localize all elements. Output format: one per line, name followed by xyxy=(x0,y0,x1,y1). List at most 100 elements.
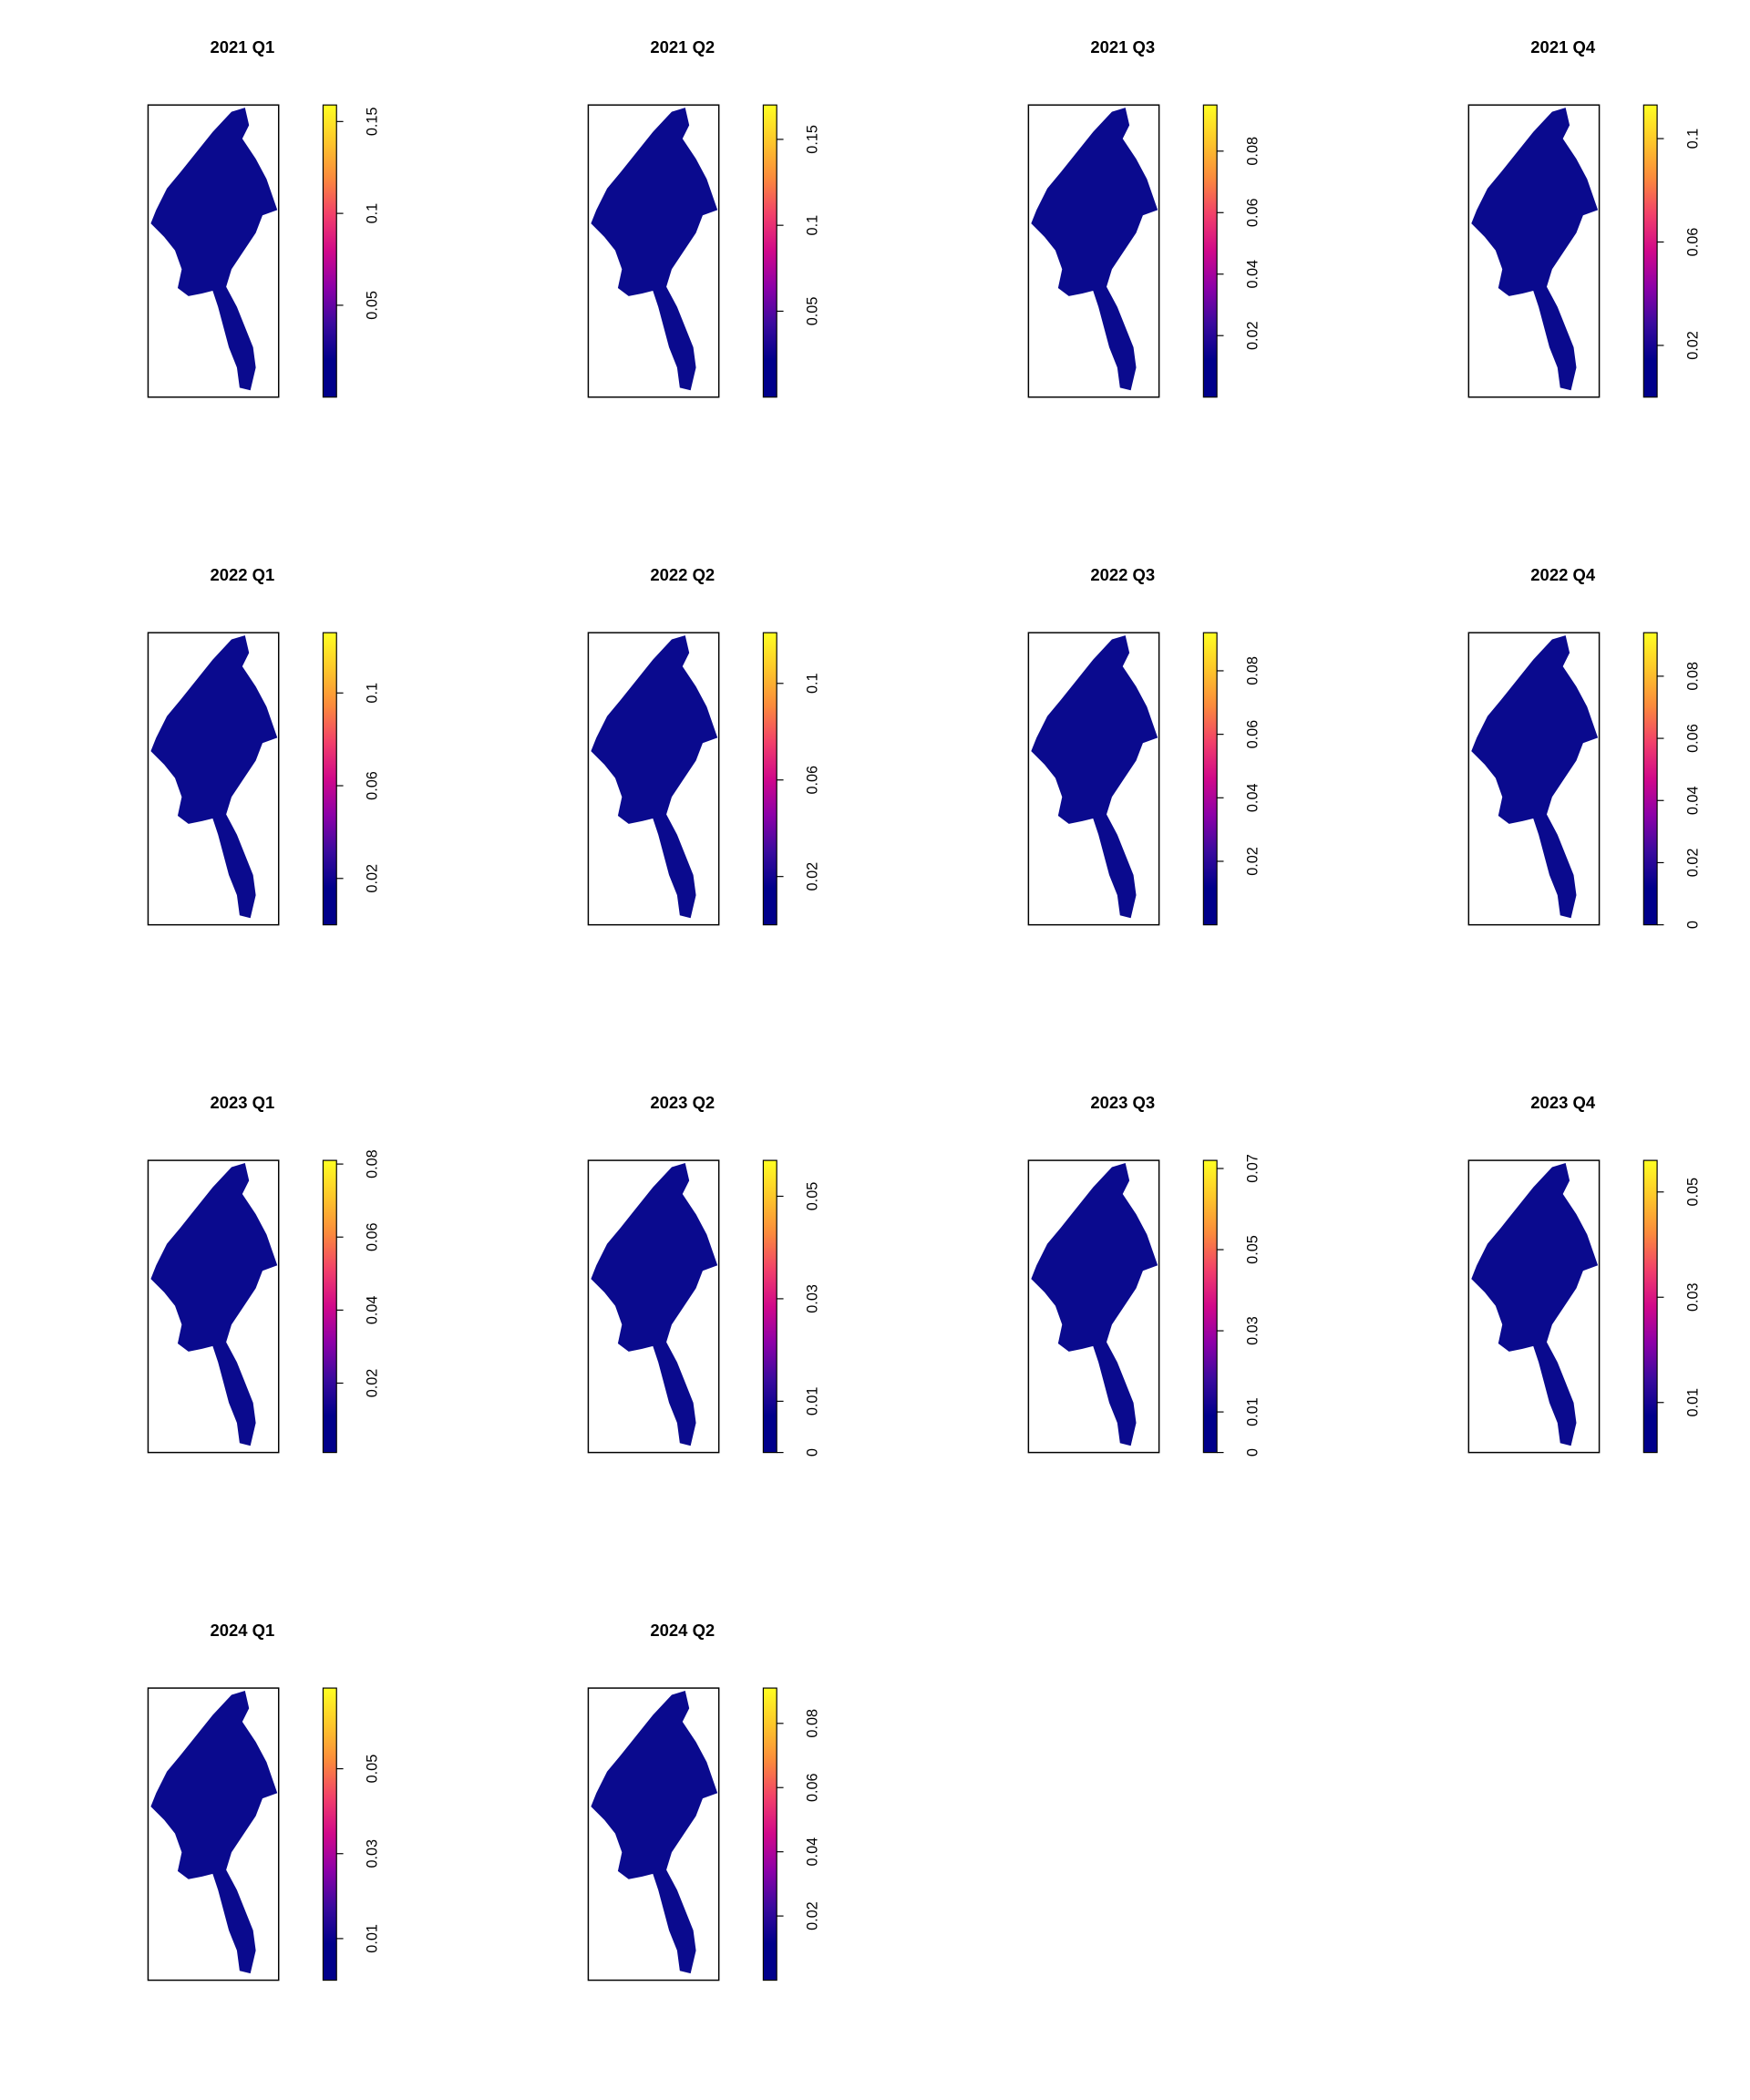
panel: 2023 Q4 0.01 0.03 0.05 xyxy=(1467,1093,1701,1454)
colorbar xyxy=(762,1687,777,1982)
colorbar xyxy=(322,632,337,926)
tick-label: 0.06 xyxy=(1684,724,1701,753)
colorbar xyxy=(762,632,777,926)
tick-label: 0.01 xyxy=(364,1924,380,1953)
tick-label: 0.02 xyxy=(364,864,380,893)
tick-label: 0.04 xyxy=(1244,260,1261,289)
map-shape xyxy=(591,1691,718,1974)
tick-label: 0.1 xyxy=(1684,129,1701,149)
tick-label: 0.1 xyxy=(364,683,380,704)
panel: 2023 Q3 0 0.01 0.03 0.05 0.07 xyxy=(1027,1093,1261,1457)
tick-label: 0.02 xyxy=(804,1901,820,1930)
panel-title: 2021 Q4 xyxy=(1530,37,1596,57)
map-shape xyxy=(1471,108,1599,391)
colorbar xyxy=(1642,1159,1658,1454)
map-shape xyxy=(591,108,718,391)
map-frame xyxy=(1027,632,1160,926)
map xyxy=(1027,104,1160,398)
tick-label: 0.03 xyxy=(1244,1316,1261,1345)
map xyxy=(1467,104,1601,398)
map-shape xyxy=(1031,108,1158,391)
map-shape xyxy=(591,635,718,919)
panel: 2021 Q4 0.02 0.06 0.1 xyxy=(1467,37,1701,398)
map-frame xyxy=(587,632,720,926)
panel-title: 2023 Q3 xyxy=(1090,1093,1155,1112)
tick-label: 0.06 xyxy=(364,771,380,800)
map xyxy=(587,632,720,926)
tick-label: 0.01 xyxy=(804,1387,820,1416)
tick-label: 0.08 xyxy=(1684,662,1701,691)
tick-label: 0.05 xyxy=(804,297,820,326)
colorbar xyxy=(322,1159,337,1454)
tick-label: 0.04 xyxy=(1684,786,1701,815)
tick-label: 0.02 xyxy=(1244,847,1261,876)
map-frame xyxy=(587,1687,720,1982)
panel: 2024 Q1 0.01 0.03 0.05 xyxy=(147,1621,380,1982)
panel: 2023 Q2 0 0.01 0.03 0.05 xyxy=(587,1093,820,1457)
tick-label: 0.02 xyxy=(1684,331,1701,360)
panel: 2021 Q2 0.05 0.1 0.15 xyxy=(587,37,820,398)
panel-title: 2021 Q3 xyxy=(1090,37,1155,57)
tick-label: 0.05 xyxy=(1684,1178,1701,1207)
panel-title: 2024 Q1 xyxy=(210,1621,274,1640)
tick-label: 0.02 xyxy=(1684,849,1701,878)
map-frame xyxy=(147,632,280,926)
tick-label: 0.1 xyxy=(804,673,820,694)
tick-label: 0.1 xyxy=(364,203,380,224)
tick-label: 0.06 xyxy=(804,1773,820,1802)
panel: 2022 Q4 0 0.02 0.04 0.06 0.08 xyxy=(1467,565,1701,929)
tick-label: 0.03 xyxy=(364,1839,380,1868)
tick-label: 0.05 xyxy=(364,291,380,320)
panel-title: 2024 Q2 xyxy=(650,1621,715,1640)
panel-title: 2023 Q2 xyxy=(650,1093,715,1112)
tick-label: 0.08 xyxy=(1244,137,1261,166)
panel-title: 2021 Q1 xyxy=(210,37,274,57)
map-frame xyxy=(587,1159,720,1454)
map xyxy=(1467,1159,1601,1454)
tick-label: 0.07 xyxy=(1244,1154,1261,1183)
tick-label: 0.06 xyxy=(1684,228,1701,257)
map-frame xyxy=(1467,1159,1601,1454)
map-shape xyxy=(1031,635,1158,919)
tick-label: 0.15 xyxy=(804,125,820,154)
map-shape xyxy=(150,635,278,919)
colorbar xyxy=(1202,1159,1218,1454)
map xyxy=(587,104,720,398)
panel-title: 2022 Q1 xyxy=(210,565,274,584)
tick-label: 0.04 xyxy=(364,1296,380,1325)
tick-label: 0.04 xyxy=(804,1838,820,1867)
panel: 2022 Q2 0.02 0.06 0.1 xyxy=(587,565,820,926)
panel: 2021 Q1 0.05 0.1 0.15 xyxy=(147,37,380,398)
panel: 2024 Q2 0.02 0.04 0.06 0.08 xyxy=(587,1621,820,1982)
map-frame xyxy=(1467,632,1601,926)
tick-label: 0 xyxy=(1684,921,1701,929)
colorbar xyxy=(1202,104,1218,398)
tick-label: 0.02 xyxy=(804,862,820,891)
tick-label: 0.05 xyxy=(1244,1235,1261,1264)
panel-title: 2023 Q4 xyxy=(1530,1093,1596,1112)
panel: 2022 Q1 0.02 0.06 0.1 xyxy=(147,565,380,926)
panel: 2023 Q1 0.02 0.04 0.06 0.08 xyxy=(147,1093,380,1454)
tick-label: 0 xyxy=(1244,1448,1261,1457)
map-frame xyxy=(147,104,280,398)
tick-label: 0.04 xyxy=(1244,783,1261,812)
map xyxy=(147,104,280,398)
map-shape xyxy=(1471,635,1599,919)
panel-title: 2023 Q1 xyxy=(210,1093,274,1112)
map xyxy=(147,1159,280,1454)
colorbar xyxy=(1642,104,1658,398)
tick-label: 0.15 xyxy=(364,108,380,137)
colorbar xyxy=(322,1687,337,1982)
map-frame xyxy=(147,1687,280,1982)
map xyxy=(147,632,280,926)
map-frame xyxy=(1467,104,1601,398)
map-frame xyxy=(1027,1159,1160,1454)
tick-label: 0.06 xyxy=(1244,720,1261,749)
tick-label: 0.06 xyxy=(364,1222,380,1251)
tick-label: 0.01 xyxy=(1244,1397,1261,1426)
panel-title: 2022 Q4 xyxy=(1530,565,1596,584)
map-shape xyxy=(150,1163,278,1446)
map-shape xyxy=(1471,1163,1599,1446)
map xyxy=(1467,632,1601,926)
colorbar xyxy=(1202,632,1218,926)
